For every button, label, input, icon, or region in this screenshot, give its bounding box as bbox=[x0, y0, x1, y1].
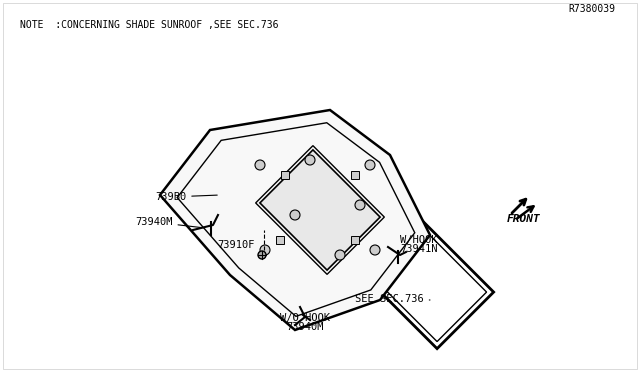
Circle shape bbox=[290, 210, 300, 220]
Circle shape bbox=[355, 200, 365, 210]
Text: W/HOOK: W/HOOK bbox=[400, 235, 438, 245]
Text: FRONT: FRONT bbox=[507, 214, 541, 224]
Bar bbox=[276, 236, 284, 244]
Text: W/O HOOK: W/O HOOK bbox=[280, 313, 330, 323]
Circle shape bbox=[370, 245, 380, 255]
Circle shape bbox=[335, 250, 345, 260]
Circle shape bbox=[255, 160, 265, 170]
Circle shape bbox=[258, 251, 266, 259]
Text: R7380039: R7380039 bbox=[568, 4, 615, 14]
Circle shape bbox=[305, 155, 315, 165]
Bar bbox=[351, 236, 359, 244]
Polygon shape bbox=[260, 150, 380, 270]
Text: 73940M: 73940M bbox=[286, 322, 324, 332]
Circle shape bbox=[365, 160, 375, 170]
Text: SEE SEC.736: SEE SEC.736 bbox=[355, 294, 430, 304]
Bar bbox=[351, 171, 359, 179]
Bar bbox=[281, 171, 289, 179]
Circle shape bbox=[260, 245, 270, 255]
Text: NOTE  :CONCERNING SHADE SUNROOF ,SEE SEC.736: NOTE :CONCERNING SHADE SUNROOF ,SEE SEC.… bbox=[20, 20, 278, 30]
Text: 73940M: 73940M bbox=[135, 217, 202, 228]
Text: 73941N: 73941N bbox=[400, 244, 438, 254]
Polygon shape bbox=[160, 110, 430, 330]
Text: 739B0: 739B0 bbox=[155, 192, 217, 202]
Text: 73910F: 73910F bbox=[218, 240, 255, 250]
